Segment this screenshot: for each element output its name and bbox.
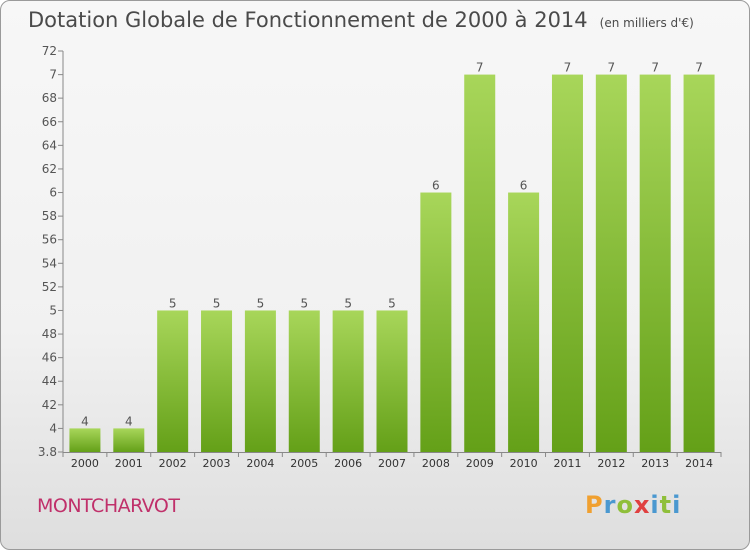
bar-2008[interactable] bbox=[420, 192, 452, 452]
x-tick-label: 2007 bbox=[378, 457, 406, 470]
data-label: 5 bbox=[169, 296, 177, 310]
x-tick-label: 2005 bbox=[290, 457, 318, 470]
y-tick-label: 62 bbox=[42, 162, 57, 176]
x-tick-label: 2013 bbox=[641, 457, 669, 470]
y-tick-label: 58 bbox=[42, 209, 57, 223]
data-label: 6 bbox=[432, 179, 440, 193]
data-label: 7 bbox=[651, 61, 659, 75]
bar-2012[interactable] bbox=[595, 74, 627, 453]
y-tick-label: 46 bbox=[42, 351, 57, 365]
y-tick-label: 52 bbox=[42, 280, 57, 294]
bar-2000[interactable] bbox=[69, 428, 101, 452]
y-tick-label: 66 bbox=[42, 115, 57, 129]
proxiti-logo[interactable]: Proxiti bbox=[585, 491, 682, 519]
bar-2006[interactable] bbox=[332, 310, 364, 452]
y-tick-label: 48 bbox=[42, 327, 57, 341]
bar-2003[interactable] bbox=[201, 310, 233, 452]
y-tick-label: 4 bbox=[49, 421, 57, 435]
bar-2007[interactable] bbox=[376, 310, 408, 452]
bar-2014[interactable] bbox=[683, 74, 715, 453]
y-tick-label: 56 bbox=[42, 233, 57, 247]
y-tick-label: 6 bbox=[49, 186, 57, 200]
bar-2002[interactable] bbox=[157, 310, 189, 452]
bar-2013[interactable] bbox=[639, 74, 671, 453]
data-label: 4 bbox=[81, 414, 89, 428]
data-label: 5 bbox=[344, 296, 352, 310]
bars: 4 4 5 5 5 5 5 5 6 7 6 7 7 7 7 bbox=[69, 61, 715, 453]
data-label: 5 bbox=[388, 296, 396, 310]
y-tick-label: 64 bbox=[42, 138, 57, 152]
data-label: 7 bbox=[608, 61, 616, 75]
x-tick-label: 2004 bbox=[246, 457, 274, 470]
data-label: 4 bbox=[125, 414, 133, 428]
x-tick-label: 2001 bbox=[115, 457, 143, 470]
y-tick-label: 7 bbox=[49, 68, 57, 82]
x-tick-label: 2010 bbox=[510, 457, 538, 470]
x-tick-label: 2012 bbox=[597, 457, 625, 470]
x-tick-label: 2000 bbox=[71, 457, 99, 470]
x-tick-label: 2003 bbox=[203, 457, 231, 470]
data-label: 5 bbox=[213, 296, 221, 310]
bar-2009[interactable] bbox=[464, 74, 496, 453]
data-label: 5 bbox=[300, 296, 308, 310]
y-tick-label: 54 bbox=[42, 256, 57, 270]
data-label: 5 bbox=[257, 296, 265, 310]
bar-2011[interactable] bbox=[551, 74, 583, 453]
chart-title: Dotation Globale de Fonctionnement de 20… bbox=[28, 8, 694, 32]
commune-name: MONTCHARVOT bbox=[37, 495, 180, 517]
data-label: 7 bbox=[564, 61, 572, 75]
bar-2004[interactable] bbox=[244, 310, 276, 452]
title-unit: (en milliers d'€) bbox=[599, 16, 694, 30]
y-tick-label: 68 bbox=[42, 91, 57, 105]
x-tick-label: 2011 bbox=[553, 457, 581, 470]
x-tick-label: 2008 bbox=[422, 457, 450, 470]
bar-2005[interactable] bbox=[288, 310, 320, 452]
x-tick-label: 2002 bbox=[159, 457, 187, 470]
bar-2010[interactable] bbox=[508, 192, 540, 452]
data-label: 6 bbox=[520, 179, 528, 193]
y-tick-label: 72 bbox=[42, 44, 57, 58]
x-tick-label: 2009 bbox=[466, 457, 494, 470]
data-label: 7 bbox=[695, 61, 703, 75]
y-tick-label: 44 bbox=[42, 374, 57, 388]
y-tick-label: 3.8 bbox=[38, 445, 57, 459]
x-tick-label: 2014 bbox=[685, 457, 713, 470]
y-tick-label: 42 bbox=[42, 398, 57, 412]
data-label: 7 bbox=[476, 61, 484, 75]
y-tick-label: 5 bbox=[49, 303, 57, 317]
x-tick-label: 2006 bbox=[334, 457, 362, 470]
bar-2001[interactable] bbox=[113, 428, 145, 452]
title-main: Dotation Globale de Fonctionnement de 20… bbox=[28, 8, 588, 32]
